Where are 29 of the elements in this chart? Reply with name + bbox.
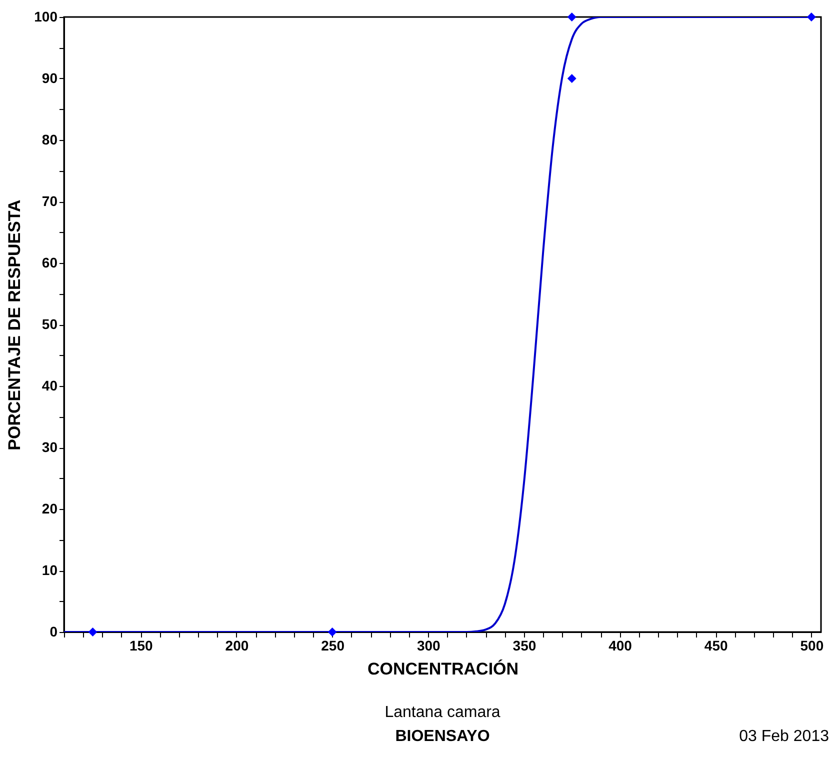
text: BIOENSAYO: [395, 728, 490, 745]
x-tick-label: 200: [225, 638, 249, 654]
x-tick-label: 500: [800, 638, 824, 654]
y-tick-label: 40: [42, 378, 58, 394]
point: [806, 12, 816, 22]
text: 03 Feb 2013: [739, 728, 830, 745]
y-tick-label: 70: [42, 193, 58, 209]
x-tick-label: 400: [608, 638, 632, 654]
x-tick-label: 300: [416, 638, 441, 654]
x-tick-label: 350: [512, 638, 536, 654]
y-tick-label: 0: [50, 624, 58, 640]
y-tick-label: 30: [42, 439, 58, 455]
y-tick-label: 60: [42, 254, 58, 270]
x-tick-label: 450: [704, 638, 728, 654]
y-tick-label: 90: [42, 70, 58, 86]
point: [328, 628, 337, 636]
x-tick-label: 150: [129, 638, 154, 654]
x-tick-label: 250: [321, 638, 345, 654]
y-tick-label: 50: [42, 316, 58, 332]
point: [88, 628, 98, 636]
x-axis-title: CONCENTRACIÓN: [367, 658, 519, 678]
y-tick-label: 20: [42, 500, 58, 516]
y-tick-label: 80: [42, 132, 58, 148]
y-tick-label: 10: [42, 562, 58, 578]
point: [567, 12, 576, 22]
text: Lantana camara: [384, 704, 500, 721]
y-tick-label: 100: [34, 8, 58, 24]
point: [567, 74, 576, 83]
y-axis-title: PORCENTAJE DE RESPUESTA: [5, 200, 24, 450]
